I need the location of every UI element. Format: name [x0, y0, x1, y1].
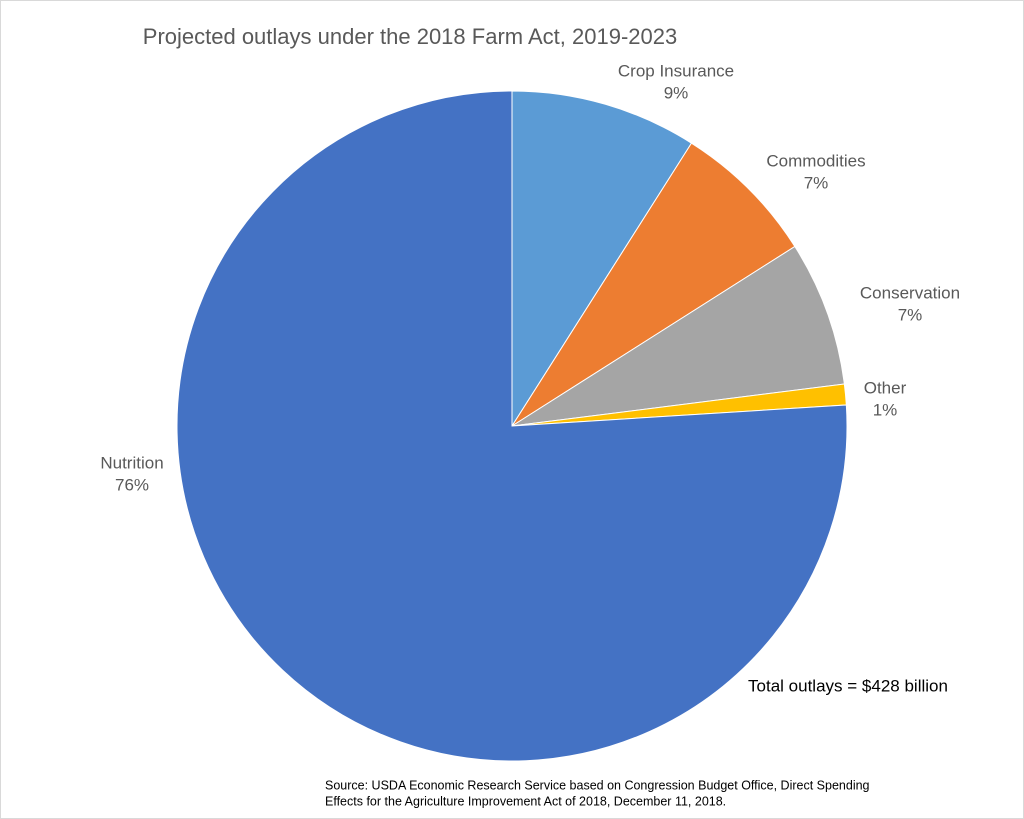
pie [176, 90, 848, 762]
source-note: Source: USDA Economic Research Service b… [325, 778, 870, 792]
slice-value-label: 7% [804, 173, 829, 192]
slice-value-label: 1% [873, 400, 898, 419]
pie-slice [176, 90, 848, 762]
slice-label: Other [864, 378, 907, 397]
pie-slice [511, 142, 796, 427]
slice-label: Commodities [766, 151, 865, 170]
pie-slice [511, 90, 693, 428]
slice-value-label: 7% [898, 305, 923, 324]
chart-title: Projected outlays under the 2018 Farm Ac… [143, 24, 677, 49]
annotation: Total outlays = $428 billion [748, 676, 948, 695]
slice-label: Crop Insurance [618, 61, 734, 80]
slice-value-label: 9% [664, 83, 689, 102]
slice-value-label: 76% [115, 475, 149, 494]
source-note: Effects for the Agriculture Improvement … [325, 794, 726, 808]
pie-slice [511, 245, 845, 427]
slice-label: Nutrition [100, 453, 163, 472]
slice-label: Conservation [860, 283, 960, 302]
